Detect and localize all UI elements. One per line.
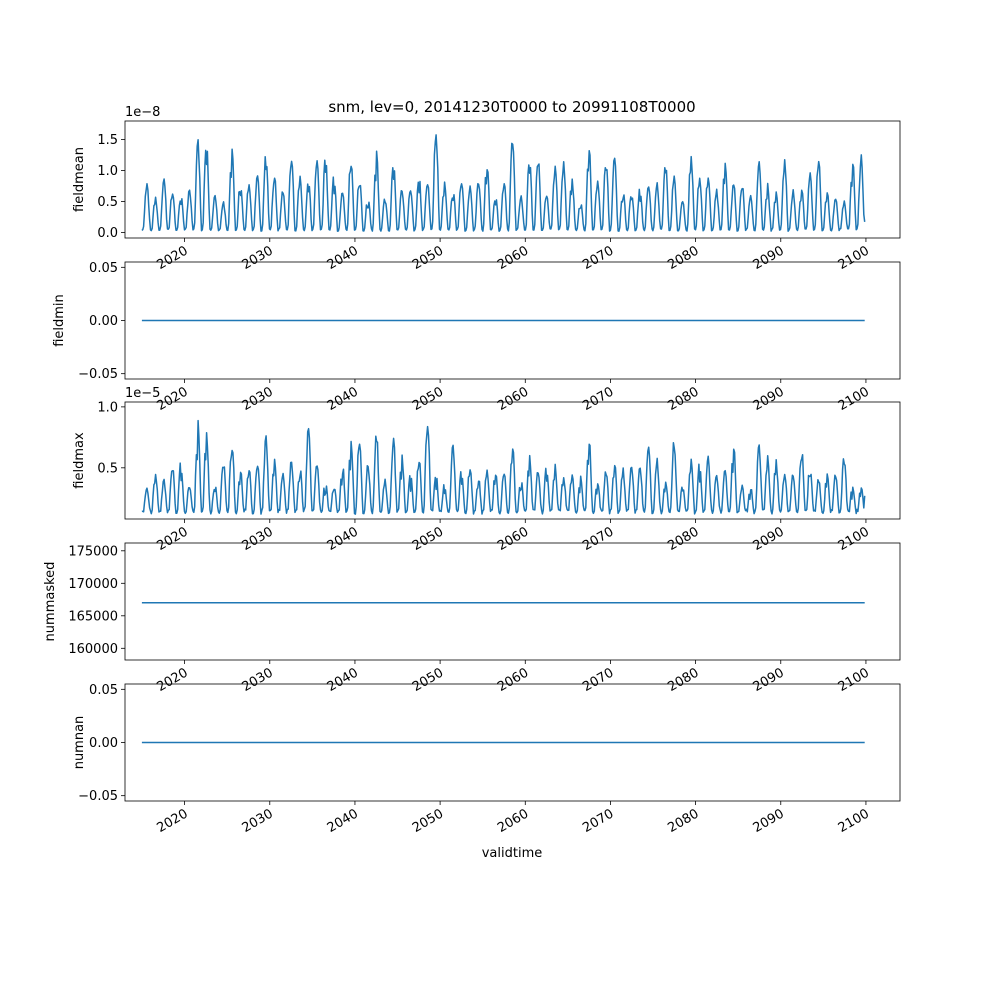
fieldmax-xtick-label: 2080 <box>665 524 701 554</box>
fieldmean-axes-frame <box>124 120 901 239</box>
fieldmin-ytick-label: 0.00 <box>89 314 118 329</box>
fieldmean-xtick-label: 2090 <box>751 243 787 273</box>
figure-title: snm, lev=0, 20141230T0000 to 20991108T00… <box>328 98 695 116</box>
nummasked-xtick-label: 2060 <box>495 665 531 695</box>
numnan-xtick-label: 2100 <box>836 806 872 836</box>
numnan-xtick-label: 2030 <box>240 806 276 836</box>
fieldmin-xtick-label: 2030 <box>240 384 276 414</box>
fieldmean-ytick-label: 0.0 <box>97 226 118 241</box>
subplot-nummasked: 160000 165000 170000 175000 nummasked 2020 203… <box>43 542 901 695</box>
fieldmin-ytick-label: 0.05 <box>89 261 118 276</box>
fieldmin-xtick-label: 2080 <box>665 384 701 414</box>
fieldmin-xtick-label: 2040 <box>325 384 361 414</box>
fieldmin-xtick-label: 2060 <box>495 384 531 414</box>
fieldmax-ytick-label: 0.5 <box>97 461 118 476</box>
nummasked-xtick-label: 2020 <box>154 665 190 695</box>
fieldmax-xtick-label: 2040 <box>325 524 361 554</box>
fieldmean-xtick-label: 2020 <box>154 243 190 273</box>
nummasked-xtick-label: 2080 <box>665 665 701 695</box>
numnan-ytick-label: 0.05 <box>89 683 118 698</box>
fieldmax-xtick-label: 2030 <box>240 524 276 554</box>
fieldmax-xtick-label: 2100 <box>836 524 872 554</box>
fieldmean-ytick-label: 1.5 <box>97 133 118 148</box>
fieldmax-xtick-label: 2070 <box>580 524 616 554</box>
numnan-xtick-label: 2040 <box>325 806 361 836</box>
nummasked-xtick-label: 2100 <box>836 665 872 695</box>
fieldmean-xtick-label: 2080 <box>665 243 701 273</box>
nummasked-xtick-label: 2090 <box>751 665 787 695</box>
fieldmax-series-line <box>141 419 866 515</box>
x-axis-label: validtime <box>482 846 543 861</box>
numnan-xtick-label: 2050 <box>410 806 446 836</box>
nummasked-axes-frame <box>124 542 901 661</box>
nummasked-xtick-label: 2030 <box>240 665 276 695</box>
nummasked-ytick-label: 175000 <box>68 544 118 559</box>
fieldmean-series-line <box>141 134 866 232</box>
numnan-ytick-label: −0.05 <box>78 789 118 804</box>
nummasked-xtick-label: 2070 <box>580 665 616 695</box>
fieldmin-xtick-label: 2090 <box>751 384 787 414</box>
nummasked-ytick-label: 165000 <box>68 609 118 624</box>
fieldmin-xtick-label: 2100 <box>836 384 872 414</box>
fieldmean-xtick-label: 2030 <box>240 243 276 273</box>
nummasked-axis-label: nummasked <box>43 562 58 642</box>
fieldmean-ytick-label: 1.0 <box>97 164 118 179</box>
numnan-xtick-label: 2070 <box>580 806 616 836</box>
fieldmean-ytick-label: 0.5 <box>97 195 118 210</box>
fieldmean-xtick-label: 2060 <box>495 243 531 273</box>
numnan-axis-label: numnan <box>72 716 87 770</box>
nummasked-xtick-label: 2040 <box>325 665 361 695</box>
nummasked-xtick-label: 2050 <box>410 665 446 695</box>
fieldmean-xtick-label: 2040 <box>325 243 361 273</box>
subplot-fieldmax: 0.5 1.0 fieldmax 1e−5 2020 2030 2040 2050 2060 20… <box>72 386 901 554</box>
subplot-numnan: −0.05 0.00 0.05 numnan 2020 2030 2040 2050 2060 2… <box>72 683 901 836</box>
fieldmin-axis-label: fieldmin <box>52 294 67 347</box>
fieldmax-axis-label: fieldmax <box>72 432 87 489</box>
fieldmin-xtick-label: 2070 <box>580 384 616 414</box>
fieldmax-xtick-label: 2050 <box>410 524 446 554</box>
numnan-ytick-label: 0.00 <box>89 736 118 751</box>
fieldmean-xtick-label: 2050 <box>410 243 446 273</box>
fieldmax-xtick-label: 2020 <box>154 524 190 554</box>
fieldmax-axes-frame <box>124 401 901 520</box>
fieldmin-xtick-label: 2050 <box>410 384 446 414</box>
subplots: 0.0 0.5 1.0 1.5 fieldmean 1e−8 2020 2030 2040 205… <box>43 105 901 836</box>
fieldmean-xtick-label: 2100 <box>836 243 872 273</box>
numnan-xtick-label: 2080 <box>665 806 701 836</box>
numnan-xtick-label: 2020 <box>154 806 190 836</box>
fieldmin-ytick-label: −0.05 <box>78 367 118 382</box>
fieldmax-xtick-label: 2060 <box>495 524 531 554</box>
fieldmax-ytick-label: 1.0 <box>97 400 118 415</box>
numnan-xtick-label: 2060 <box>495 806 531 836</box>
nummasked-ytick-label: 170000 <box>68 577 118 592</box>
fieldmean-axis-label: fieldmean <box>72 147 87 212</box>
nummasked-ytick-label: 160000 <box>68 642 118 657</box>
subplot-fieldmean: 0.0 0.5 1.0 1.5 fieldmean 1e−8 2020 2030 2040 205… <box>72 105 901 273</box>
fieldmax-xtick-label: 2090 <box>751 524 787 554</box>
fieldmax-offset-text: 1e−5 <box>125 386 160 401</box>
numnan-xtick-label: 2090 <box>751 806 787 836</box>
fieldmean-offset-text: 1e−8 <box>125 105 160 120</box>
fieldmean-xtick-label: 2070 <box>580 243 616 273</box>
